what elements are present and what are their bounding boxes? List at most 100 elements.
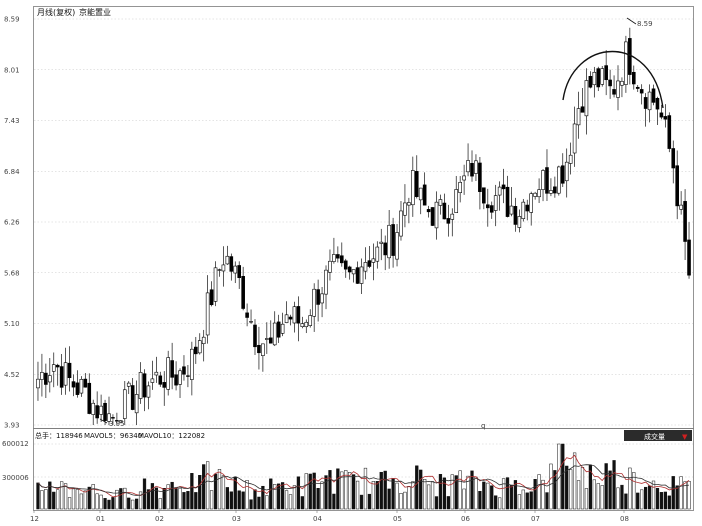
candle-down — [347, 266, 352, 273]
volume-bar — [541, 479, 545, 510]
mavol5-label: MAVOL5：96340 — [84, 432, 142, 440]
candle-up — [395, 232, 399, 260]
candle-up — [308, 315, 313, 326]
volume-bar — [580, 467, 585, 510]
volume-bar — [174, 488, 178, 510]
volume-bar — [36, 482, 40, 510]
candle-up — [371, 258, 376, 263]
candle-up — [213, 267, 218, 302]
candle-up — [529, 193, 533, 213]
candle-down — [83, 378, 88, 388]
candle-down — [635, 86, 640, 89]
candle-up — [466, 160, 470, 173]
volume-bar — [300, 496, 304, 510]
volume-bar — [399, 493, 403, 510]
candle-down — [268, 337, 273, 344]
candle-up — [146, 385, 151, 398]
volume-bar — [198, 475, 202, 510]
volume-bar — [284, 490, 289, 510]
volume-bar — [565, 465, 569, 510]
volume-bar — [265, 495, 269, 510]
candle-up — [403, 202, 407, 216]
candle-down — [651, 88, 656, 103]
volume-bar — [521, 489, 525, 510]
volume-bar — [71, 488, 76, 510]
volume-button-bg[interactable] — [624, 430, 692, 441]
volume-bar — [190, 473, 194, 510]
candle-up — [407, 202, 411, 206]
volume-bar — [44, 489, 48, 510]
volume-bar — [213, 473, 218, 510]
candle-up — [379, 241, 384, 244]
candle-up — [40, 372, 44, 380]
candle-up — [434, 201, 439, 229]
dropdown-arrow-icon[interactable]: ▼ — [682, 433, 688, 441]
volume-max-label: 600012 — [2, 440, 29, 448]
volume-bar — [355, 480, 360, 510]
candle-up — [438, 199, 443, 206]
candle-down — [87, 382, 92, 414]
candle-down — [663, 116, 668, 120]
candle-down — [553, 186, 557, 194]
time-axis-labels: 12 01 02 03 04 05 06 07 08 — [30, 510, 629, 523]
volume-bar — [320, 481, 324, 510]
volume-bar — [56, 489, 60, 510]
volume-bar — [636, 492, 640, 510]
time-tick-label: 02 — [155, 515, 164, 523]
volume-bar — [221, 475, 226, 510]
candle-up — [359, 266, 364, 284]
volume-bar — [316, 488, 320, 510]
volume-button-label[interactable]: 成交量 — [644, 432, 665, 441]
candle-up — [474, 160, 478, 174]
volume-bar — [497, 497, 502, 510]
volume-bar — [245, 480, 249, 510]
volume-bar — [123, 487, 127, 510]
volume-bar — [379, 471, 383, 510]
price-grid — [34, 18, 693, 426]
volume-bar — [553, 470, 557, 510]
volume-bar — [632, 472, 636, 510]
volume-bar — [525, 492, 529, 510]
candle-down — [111, 417, 115, 419]
volume-bar — [48, 481, 52, 510]
candle-up — [363, 262, 368, 272]
candlestick-series[interactable] — [36, 27, 691, 425]
volume-bar — [426, 484, 431, 510]
candle-up — [178, 370, 182, 385]
volume-bar — [608, 470, 612, 510]
candle-down — [170, 360, 174, 378]
candle-down — [367, 260, 372, 267]
candle-up — [166, 357, 170, 390]
volume-bar — [166, 484, 170, 510]
volume-bar — [336, 468, 340, 510]
stock-name: 京能置业 — [79, 7, 111, 17]
candle-up — [249, 321, 253, 323]
volume-bar — [659, 492, 664, 510]
low-marker-line — [99, 418, 108, 424]
volume-bar — [257, 496, 261, 510]
candle-down — [596, 68, 601, 88]
volume-bar — [616, 487, 620, 510]
candle-up — [375, 246, 380, 262]
volume-bar — [280, 482, 285, 510]
volume-bar — [99, 494, 103, 510]
candle-down — [608, 79, 612, 87]
candle-up — [541, 170, 545, 190]
candle-up — [79, 379, 84, 394]
volume-bar — [533, 479, 537, 510]
candle-down — [209, 289, 214, 306]
time-tick-label: 12 — [30, 515, 39, 523]
candle-up — [225, 255, 230, 265]
volume-bar — [391, 478, 395, 510]
volume-bar — [576, 480, 581, 510]
candle-up — [63, 362, 68, 386]
volume-bar — [107, 499, 111, 510]
volume-indicator-button[interactable]: 成交量 ▼ — [624, 430, 692, 441]
candle-down — [430, 207, 435, 226]
candle-down — [391, 224, 395, 256]
high-price-label: 8.59 — [637, 20, 653, 28]
candle-up — [324, 269, 328, 295]
candle-up — [328, 260, 332, 273]
volume-bar — [138, 491, 143, 510]
